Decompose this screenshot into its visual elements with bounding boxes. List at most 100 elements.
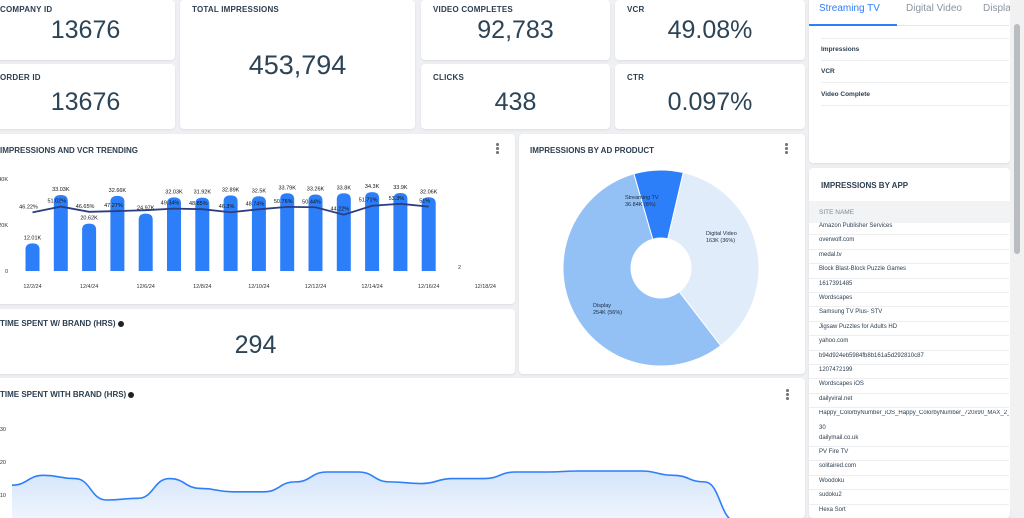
time-spent-kpi-title-text: TIME SPENT W/ BRAND (HRS) — [0, 319, 116, 328]
table-row[interactable]: solitaired.com — [819, 463, 857, 470]
tab-digital-video[interactable]: Digital Video — [906, 3, 962, 14]
table-row[interactable]: 1207472199 — [819, 367, 853, 373]
table-row[interactable]: overwolf.com — [819, 237, 855, 244]
more-options-icon[interactable] — [496, 143, 499, 155]
time-spent-chart-title-text: TIME SPENT WITH BRAND (HRS) — [0, 390, 127, 399]
impressions-bar[interactable] — [25, 243, 40, 271]
active-tab-indicator — [809, 24, 897, 26]
bar-data-label: 32.89K — [222, 187, 240, 193]
row-divider — [809, 446, 1009, 447]
impressions-bar[interactable] — [308, 194, 323, 271]
divider — [821, 38, 1009, 39]
table-row[interactable]: 30 — [819, 424, 826, 431]
table-row[interactable]: Block Blast-Block Puzzle Games — [819, 266, 907, 273]
impressions-bar[interactable] — [167, 197, 181, 271]
vcr-data-label: 46.65% — [76, 204, 95, 210]
bar-data-label: 33.8K — [337, 185, 352, 191]
impressions-by-app-title: IMPRESSIONS BY APP — [821, 181, 909, 190]
vcr-data-label: 51.02% — [47, 199, 66, 205]
tab-display[interactable]: Display — [983, 3, 1010, 14]
donut-slice-display[interactable] — [562, 173, 722, 367]
row-divider — [809, 349, 1009, 351]
impressions-bar[interactable] — [195, 197, 210, 271]
impressions-bar[interactable] — [421, 197, 436, 271]
y-tick-label: 10 — [0, 493, 6, 499]
vcr-data-label: 48.74% — [246, 201, 265, 207]
table-row[interactable]: dailyviral.net — [819, 395, 853, 402]
table-row[interactable]: Samsung TV Plus- STV — [819, 309, 883, 316]
table-row[interactable]: Jigsaw Puzzles for Adults HD — [819, 323, 898, 330]
metric-impressions: Impressions — [821, 46, 860, 53]
x-tick-label: 12/16/24 — [418, 284, 439, 290]
metric-vcr: VCR — [821, 68, 835, 75]
y-tick-label: 40K — [0, 177, 8, 183]
kpi-clicks: CLICKS 438 — [421, 64, 610, 129]
info-icon[interactable] — [117, 320, 124, 327]
streaming-tv-value: 36.84K (8%) — [625, 202, 656, 208]
site-name-column-header[interactable]: SITE NAME — [809, 201, 1010, 223]
time-spent-kpi-title: TIME SPENT W/ BRAND (HRS) — [0, 319, 124, 328]
y-tick-label: 20 — [0, 460, 6, 466]
row-divider — [809, 460, 1009, 462]
vcr-data-label: 46.22% — [19, 204, 38, 210]
trend-chart-plot: 40K 20K 0 12.01K 33.03K 20.62K 32.66K 24.97K 32.… — [0, 177, 496, 290]
table-row[interactable]: Wordscapes — [819, 295, 853, 301]
table-row[interactable]: PV Fire TV — [819, 449, 849, 455]
page-scrollbar[interactable] — [1010, 0, 1024, 511]
y-tick-label: 0 — [5, 269, 8, 275]
trend-chart-card: IMPRESSIONS AND VCR TRENDING 40K 20K 0 12.0… — [0, 134, 515, 304]
impressions-bar[interactable] — [53, 195, 68, 271]
kpi-value: 453,794 — [248, 50, 347, 80]
table-row[interactable]: dailymail.co.uk — [819, 434, 859, 441]
info-icon[interactable] — [128, 391, 135, 398]
kpi-company-id: COMPANY ID 13676 — [0, 0, 175, 60]
display-value: 254K (56%) — [593, 310, 622, 316]
kpi-video-completes: VIDEO COMPLETES 92,783 — [421, 0, 610, 60]
table-row[interactable]: Happy_ColorbyNumber_iOS_Happy_ColorbyNum… — [819, 410, 1009, 417]
kpi-label: ORDER ID — [0, 73, 41, 82]
kpi-ctr: CTR 0.097% — [615, 64, 805, 129]
kpi-value: 13676 — [50, 88, 121, 116]
impressions-bar[interactable] — [393, 193, 408, 271]
y-tick-label: 30 — [0, 427, 6, 433]
vcr-data-label: 53.3% — [389, 196, 405, 202]
impressions-bar[interactable] — [251, 196, 266, 271]
time-spent-value: 294 — [234, 331, 277, 359]
table-row[interactable]: b94d924eb5984fb8b161a5d292810c87 — [819, 352, 924, 359]
kpi-label: COMPANY ID — [0, 5, 53, 14]
kpi-total-impressions: TOTAL IMPRESSIONS 453,794 — [180, 0, 415, 129]
table-row[interactable]: Woodoku — [819, 477, 845, 484]
vcr-trend-line — [32, 202, 429, 216]
table-row[interactable]: sudoku2 — [819, 492, 842, 499]
x-tick-label: 12/12/24 — [305, 284, 326, 290]
impressions-bar[interactable] — [336, 193, 351, 271]
table-row[interactable]: yahoo.com — [819, 338, 849, 345]
divider — [821, 60, 1009, 61]
scrollbar-thumb[interactable] — [1014, 24, 1020, 254]
kpi-vcr: VCR 49.08% — [615, 0, 805, 60]
kpi-value: 0.097% — [667, 88, 753, 116]
tab-streaming-tv[interactable]: Streaming TV — [819, 3, 880, 14]
impressions-bar[interactable] — [110, 195, 125, 271]
vcr-data-label: 44.22% — [330, 207, 349, 213]
table-row[interactable]: Amazon Publisher Services — [819, 223, 893, 229]
metrics-panel: Streaming TV Digital Video Display Impre… — [809, 0, 1010, 163]
table-row[interactable]: 1617391485 — [819, 280, 853, 287]
more-options-icon[interactable] — [786, 389, 789, 401]
impressions-bar[interactable] — [280, 193, 295, 271]
impressions-bar[interactable] — [223, 195, 238, 271]
row-divider — [809, 306, 1009, 308]
table-row[interactable]: medal.tv — [819, 251, 842, 258]
vcr-data-label: 50.44% — [302, 199, 321, 205]
row-divider — [809, 263, 1009, 265]
table-row[interactable]: Hexa Sort — [819, 506, 846, 513]
kpi-value: 438 — [494, 88, 537, 116]
impressions-bar[interactable] — [82, 223, 97, 271]
table-row[interactable]: Wordscapes iOS — [819, 381, 864, 388]
metric-video-complete: Video Complete — [821, 91, 871, 98]
donut-slice-digital-video[interactable] — [667, 171, 760, 347]
x-tick-label: 12/8/24 — [193, 284, 211, 290]
more-options-icon[interactable] — [785, 143, 788, 155]
impressions-bar[interactable] — [138, 213, 153, 271]
impressions-bar[interactable] — [365, 192, 380, 271]
